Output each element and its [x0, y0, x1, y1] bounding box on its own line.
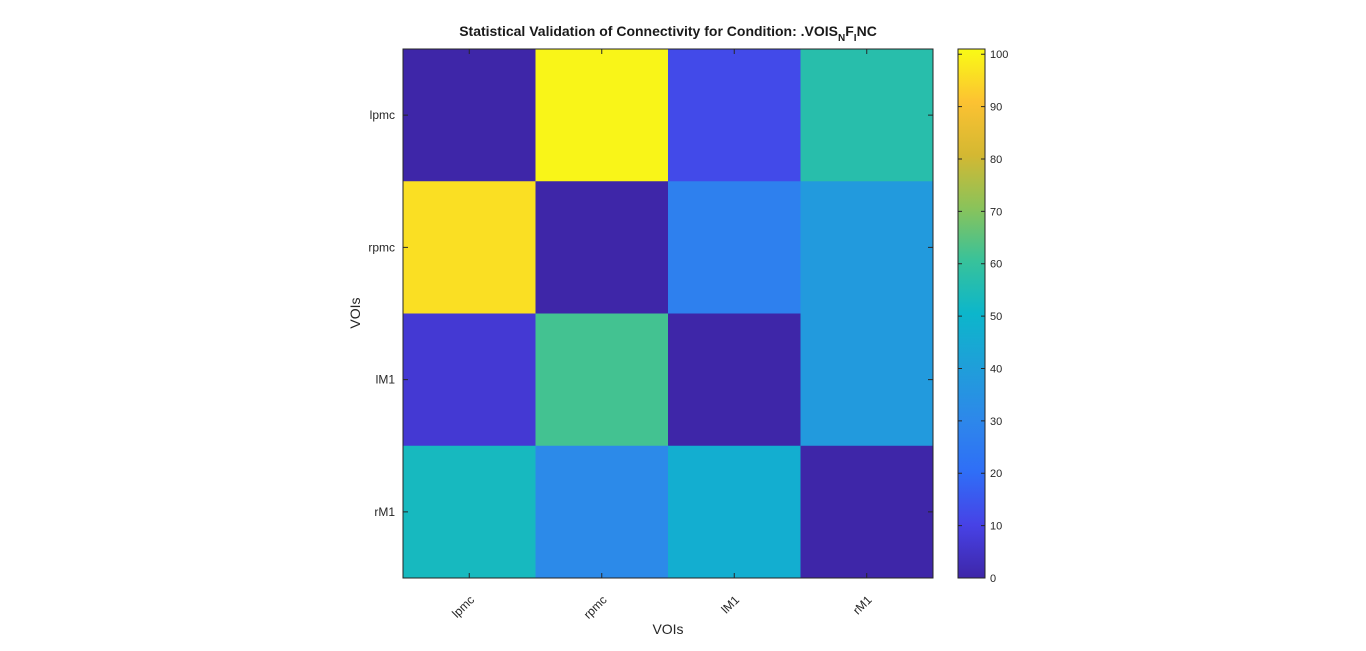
axis-ticks [403, 49, 933, 578]
heatmap-cell-rM1-rM1 [800, 445, 934, 579]
colorbar-ticks: 0 10 20 30 40 50 60 70 80 90 100 [958, 49, 1008, 585]
x-tick-label-lM1: lM1 [719, 593, 743, 617]
heatmap-cell-lM1-rpmc [535, 313, 669, 447]
y-tick-label-rM1: rM1 [374, 505, 395, 519]
heatmap-cells [403, 49, 934, 579]
colorbar-tick-label-90: 90 [990, 102, 1002, 114]
heatmap-cell-rpmc-rM1 [800, 181, 934, 314]
plot-frame [402, 48, 934, 579]
heatmap-cell-rpmc-lM1 [668, 181, 801, 314]
x-tick-label-rpmc: rpmc [581, 593, 610, 622]
heatmap-cell-rpmc-rpmc [535, 181, 669, 314]
colorbar-tick-label-10: 10 [990, 521, 1002, 533]
x-tick-labels: lpmc rpmc lM1 rM1 [449, 593, 875, 622]
colorbar-tick-label-0: 0 [990, 573, 996, 585]
heatmap-cell-lpmc-rM1 [800, 49, 934, 182]
colorbar-tick-label-60: 60 [990, 259, 1002, 271]
colorbar-tick-label-30: 30 [990, 416, 1002, 428]
heatmap-cell-rM1-lpmc [403, 445, 536, 579]
colorbar-tick-label-100: 100 [990, 49, 1008, 61]
colorbar-tick-label-20: 20 [990, 468, 1002, 480]
colorbar-tick-label-80: 80 [990, 154, 1002, 166]
y-axis-label: VOIs [347, 297, 363, 328]
heatmap-cell-rM1-lM1 [668, 445, 801, 579]
colorbar [957, 48, 986, 579]
y-tick-label-rpmc: rpmc [368, 240, 395, 254]
heatmap-cell-lpmc-lpmc [403, 49, 536, 182]
heatmap-cell-rpmc-lpmc [403, 181, 536, 314]
x-tick-label-rM1: rM1 [850, 593, 875, 618]
heatmap-cell-lM1-lM1 [668, 313, 801, 447]
heatmap-cell-lpmc-lM1 [668, 49, 801, 182]
heatmap-cell-lM1-rM1 [800, 313, 934, 447]
y-tick-label-lM1: lM1 [376, 373, 396, 387]
colorbar-tick-label-50: 50 [990, 311, 1002, 323]
heatmap-cell-rM1-rpmc [535, 445, 669, 579]
colorbar-tick-label-40: 40 [990, 363, 1002, 375]
x-tick-label-lpmc: lpmc [449, 593, 477, 621]
heatmap-cell-lM1-lpmc [403, 313, 536, 447]
heatmap-cell-lpmc-rpmc [535, 49, 669, 182]
chart-title: Statistical Validation of Connectivity f… [459, 23, 877, 44]
y-tick-labels: lpmc rpmc lM1 rM1 [368, 108, 395, 519]
colorbar-tick-label-70: 70 [990, 206, 1002, 218]
x-axis-label: VOIs [652, 621, 683, 637]
y-tick-label-lpmc: lpmc [370, 108, 395, 122]
